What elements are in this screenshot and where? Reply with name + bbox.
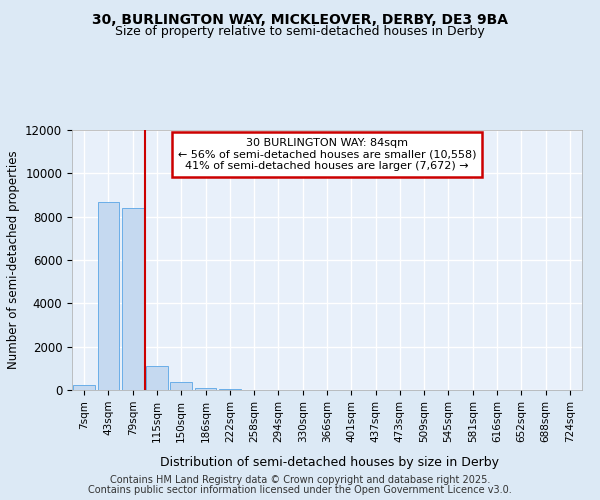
Text: Contains HM Land Registry data © Crown copyright and database right 2025.: Contains HM Land Registry data © Crown c… [110, 475, 490, 485]
Bar [97, 202, 119, 390]
Text: 30, BURLINGTON WAY, MICKLEOVER, DERBY, DE3 9BA: 30, BURLINGTON WAY, MICKLEOVER, DERBY, D… [92, 12, 508, 26]
Bar [73, 385, 95, 390]
Text: Contains public sector information licensed under the Open Government Licence v3: Contains public sector information licen… [88, 485, 512, 495]
Text: Size of property relative to semi-detached houses in Derby: Size of property relative to semi-detach… [115, 25, 485, 38]
Bar [122, 208, 143, 390]
Text: 30 BURLINGTON WAY: 84sqm
← 56% of semi-detached houses are smaller (10,558)
41% : 30 BURLINGTON WAY: 84sqm ← 56% of semi-d… [178, 138, 476, 171]
Y-axis label: Number of semi-detached properties: Number of semi-detached properties [7, 150, 20, 370]
Bar [170, 382, 192, 390]
Bar [146, 366, 168, 390]
Bar [219, 389, 241, 390]
Text: Distribution of semi-detached houses by size in Derby: Distribution of semi-detached houses by … [161, 456, 499, 469]
Bar [194, 388, 217, 390]
